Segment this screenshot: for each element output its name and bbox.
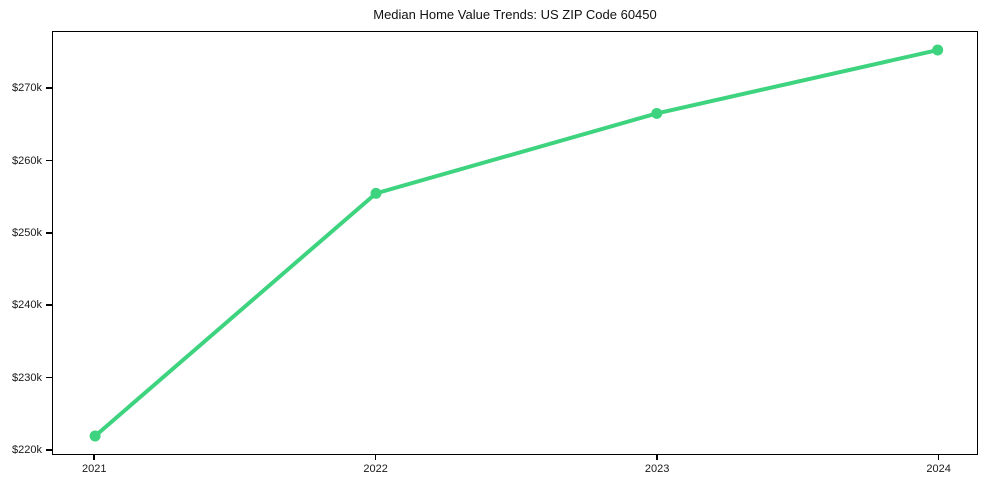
y-tick-label: $230k (12, 371, 42, 384)
x-tick-label: 2021 (81, 463, 107, 475)
y-tick-mark (46, 87, 52, 89)
y-tick-label: $240k (12, 299, 42, 312)
data-point-marker (89, 430, 101, 442)
series-line (93, 48, 940, 438)
chart-title: Median Home Value Trends: US ZIP Code 60… (373, 7, 657, 22)
x-tick-mark (656, 455, 658, 460)
data-point-marker (370, 187, 382, 199)
y-tick-label: $250k (12, 226, 42, 239)
y-tick-label: $260k (12, 154, 42, 167)
line-series-svg (89, 44, 944, 442)
y-tick-mark (46, 376, 52, 379)
x-tick-mark (374, 455, 377, 460)
y-tick-mark (46, 159, 52, 162)
x-tick-label: 2024 (926, 463, 951, 475)
x-tick-mark (937, 455, 940, 460)
x-tick-label: 2023 (644, 463, 670, 475)
x-tick-mark (93, 455, 95, 460)
y-tick-mark (46, 304, 52, 306)
x-tick-label: 2022 (363, 463, 388, 475)
data-point-marker (651, 107, 663, 119)
y-tick-label: $220k (12, 443, 42, 456)
y-tick-mark (46, 449, 52, 451)
y-tick-mark (46, 232, 52, 234)
y-tick-label: $270k (12, 82, 42, 95)
plot-area (52, 31, 978, 455)
data-point-marker (932, 44, 944, 56)
